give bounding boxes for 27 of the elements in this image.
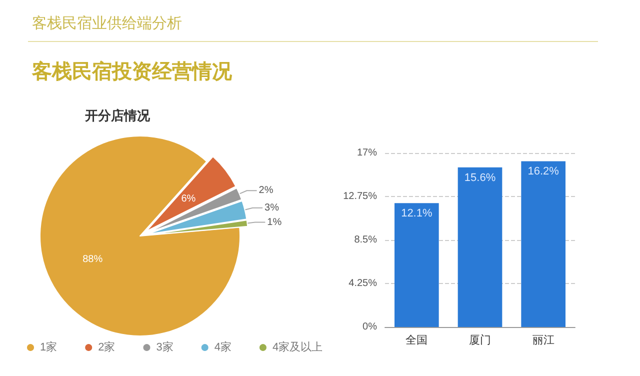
y-tick-label: 17% bbox=[356, 148, 378, 158]
data-label: 88% bbox=[82, 254, 103, 266]
legend-label: 2家 bbox=[98, 340, 116, 354]
legend-label: 4家 bbox=[214, 340, 232, 354]
bar bbox=[458, 167, 502, 327]
x-tick-label: 全国 bbox=[406, 334, 428, 346]
data-label: 16.2% bbox=[528, 166, 560, 178]
x-tick-label: 厦门 bbox=[469, 334, 491, 346]
data-label: 6% bbox=[181, 193, 196, 204]
y-tick-label: 8.5% bbox=[354, 234, 378, 246]
data-label: 3% bbox=[264, 202, 280, 214]
bar bbox=[521, 161, 566, 327]
data-label: 2% bbox=[258, 185, 274, 196]
text: 客栈民宿业供给端分析 bbox=[32, 14, 182, 33]
y-tick-label: 12.75% bbox=[343, 191, 378, 202]
legend-label: 4家及以上 bbox=[272, 340, 323, 354]
data-label: 15.6% bbox=[464, 172, 496, 184]
legend-label: 1家 bbox=[40, 340, 58, 354]
y-tick-label: 4.25% bbox=[348, 278, 378, 289]
x-tick-label: 丽江 bbox=[532, 334, 554, 346]
y-tick-label: 0% bbox=[362, 322, 378, 332]
bar bbox=[394, 203, 439, 327]
legend-label: 3家 bbox=[156, 340, 174, 354]
data-label: 1% bbox=[267, 216, 282, 228]
text: 客栈民宿投资经营情况 bbox=[32, 58, 232, 85]
chart-title: 开分店情况 bbox=[84, 108, 151, 123]
data-label: 12.1% bbox=[401, 208, 432, 220]
